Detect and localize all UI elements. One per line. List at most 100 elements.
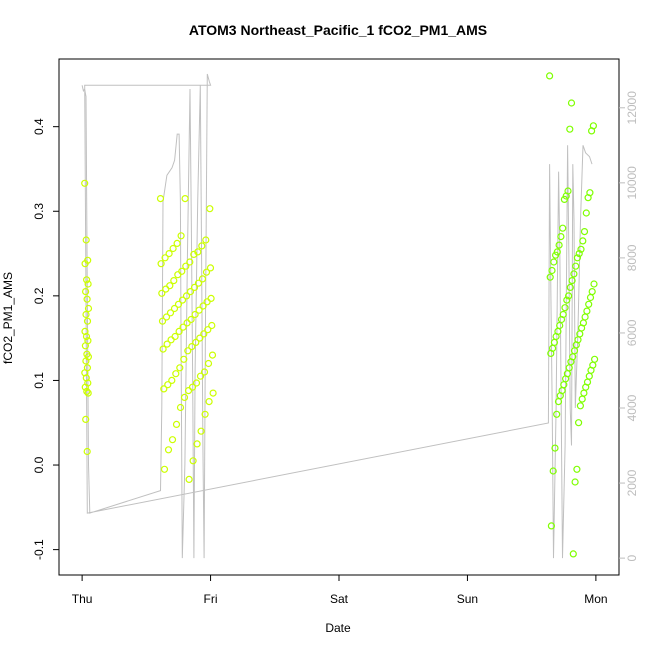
data-point xyxy=(549,467,557,475)
data-point xyxy=(163,340,171,348)
data-point xyxy=(192,379,201,387)
data-point xyxy=(193,440,201,448)
data-point xyxy=(190,283,199,291)
data-point xyxy=(579,237,587,245)
data-point xyxy=(570,270,578,278)
data-point xyxy=(161,254,169,262)
y-tick-label: 0.4 xyxy=(32,118,46,135)
data-point xyxy=(583,307,591,315)
x-tick-label: Sun xyxy=(457,592,478,606)
data-point xyxy=(204,359,213,368)
data-point xyxy=(172,420,181,428)
data-point xyxy=(560,195,569,203)
x-tick-label: Mon xyxy=(584,592,607,606)
altitude-line xyxy=(81,73,593,559)
data-point xyxy=(195,306,203,314)
data-point xyxy=(196,334,204,342)
data-point xyxy=(82,415,90,423)
right-axis: 0 2000 4000 6000 8000 10000 12000 xyxy=(619,91,639,561)
data-point xyxy=(577,245,585,253)
scatter-points xyxy=(81,72,599,558)
data-point xyxy=(188,343,196,351)
y-tick-label: 0.0 xyxy=(32,456,46,473)
data-point xyxy=(83,447,91,456)
data-point xyxy=(586,293,595,302)
data-point xyxy=(190,250,198,258)
data-point xyxy=(82,357,90,365)
y2-tick-label: 0 xyxy=(625,554,639,561)
data-point xyxy=(566,125,574,133)
data-point xyxy=(557,233,565,241)
data-point xyxy=(561,304,569,312)
data-point xyxy=(576,402,585,410)
data-point xyxy=(197,427,205,435)
data-point xyxy=(199,302,207,310)
y-tick-label: -0.1 xyxy=(32,539,46,560)
data-point xyxy=(165,250,173,258)
data-point xyxy=(545,72,554,80)
data-point xyxy=(559,224,567,232)
y2-tick-label: 4000 xyxy=(625,394,639,421)
data-point xyxy=(551,444,559,452)
data-point xyxy=(580,389,588,397)
bottom-axis: Thu Fri Sat Sun Mon xyxy=(72,575,608,606)
data-point xyxy=(84,304,93,313)
data-point xyxy=(81,260,89,268)
data-point xyxy=(166,309,175,317)
data-point xyxy=(170,277,178,285)
data-point xyxy=(81,179,89,187)
data-point xyxy=(580,228,589,236)
data-point xyxy=(174,300,183,308)
data-point xyxy=(206,264,215,272)
data-point xyxy=(582,209,590,217)
data-point xyxy=(207,294,215,302)
data-point xyxy=(169,244,177,253)
data-point xyxy=(82,310,90,319)
data-point xyxy=(81,288,90,296)
data-point xyxy=(575,250,583,258)
data-point xyxy=(206,205,214,213)
data-point xyxy=(82,276,91,284)
x-tick-label: Fri xyxy=(204,592,218,606)
data-point xyxy=(170,304,179,313)
data-point xyxy=(83,317,92,325)
data-point xyxy=(167,336,175,344)
altitude-line-series xyxy=(81,73,593,559)
data-point xyxy=(81,342,90,350)
data-point xyxy=(180,355,188,363)
data-point xyxy=(164,446,173,454)
data-point xyxy=(191,310,199,319)
data-point xyxy=(158,317,167,325)
data-point xyxy=(546,273,554,281)
data-point xyxy=(182,262,190,270)
data-point xyxy=(175,327,183,335)
data-point xyxy=(550,258,558,266)
data-point xyxy=(184,347,192,355)
data-point xyxy=(180,393,189,401)
data-point xyxy=(187,315,195,324)
data-point xyxy=(156,195,165,203)
y-axis-label: fCO2_PM1_AMS xyxy=(1,272,15,364)
data-point xyxy=(157,260,165,268)
data-point xyxy=(590,280,598,288)
data-point xyxy=(171,332,179,341)
data-point xyxy=(204,326,212,334)
data-point xyxy=(202,236,210,244)
data-point xyxy=(203,298,211,306)
data-point xyxy=(178,267,186,275)
data-point xyxy=(566,283,574,291)
y2-tick-label: 10000 xyxy=(625,166,639,200)
data-point xyxy=(202,268,211,276)
data-point xyxy=(181,195,189,203)
data-point xyxy=(578,395,586,403)
data-point xyxy=(81,383,89,391)
data-point xyxy=(547,522,556,530)
y-tick-label: 0.2 xyxy=(32,287,46,304)
data-point xyxy=(555,241,563,249)
data-point xyxy=(573,465,581,473)
data-point xyxy=(567,99,576,107)
data-point xyxy=(547,349,555,357)
data-point xyxy=(554,398,563,406)
data-point xyxy=(574,419,583,427)
